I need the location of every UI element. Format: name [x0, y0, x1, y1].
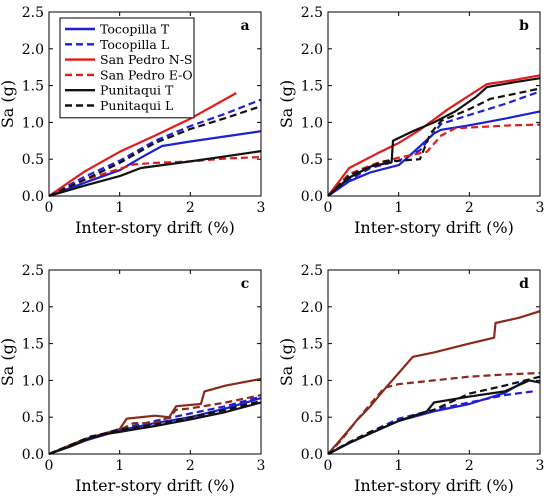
series-line-5: [327, 375, 541, 455]
y-tick-label: 2.0: [22, 300, 44, 316]
series-line-2: [48, 92, 237, 197]
y-axis-label: Sa (g): [277, 338, 296, 386]
panel-label: b: [519, 18, 529, 34]
panel-c: 0 1 2 3 0.0 0.5 1.0 1.5 2.0 2.5 Inter-story drift …: [0, 263, 265, 495]
y-tick-label: 2.0: [301, 300, 323, 316]
x-tick-label: 1: [394, 458, 403, 474]
x-tick-label: 2: [186, 200, 195, 216]
series-line-0: [48, 130, 262, 198]
y-axis-label: Sa (g): [0, 338, 17, 386]
y-tick-label: 0.5: [301, 152, 323, 168]
x-tick-label: 1: [115, 458, 124, 474]
series-line-4: [48, 150, 262, 198]
y-tick-label: 2.5: [22, 263, 44, 279]
y-tick-label: 0.5: [301, 410, 323, 426]
panel-label: a: [240, 18, 249, 34]
series-line-1: [327, 390, 534, 455]
series-line-1: [327, 90, 541, 197]
y-tick-label: 0.5: [22, 410, 44, 426]
y-tick-label: 1.5: [22, 337, 44, 353]
x-tick-label: 3: [257, 200, 266, 216]
x-tick-label: 3: [536, 200, 545, 216]
series-line-3: [327, 123, 541, 197]
y-tick-label: 2.0: [301, 42, 323, 58]
axes-frame: [327, 11, 541, 197]
legend-box: [59, 17, 195, 119]
series-line-4: [327, 77, 541, 197]
y-tick-label: 0.5: [22, 152, 44, 168]
y-tick-label: 1.5: [301, 337, 323, 353]
x-tick-label: 0: [324, 200, 333, 216]
y-tick-label: 0.0: [301, 447, 323, 463]
y-tick-label: 1.0: [301, 115, 323, 131]
panel-label: c: [241, 276, 250, 292]
y-tick-label: 0.0: [22, 447, 44, 463]
y-axis-label: Sa (g): [277, 80, 296, 128]
series-line-5: [48, 399, 262, 456]
y-tick-label: 2.5: [301, 5, 323, 21]
axes-frame: [48, 269, 262, 455]
legend-label: Punitaqui T: [100, 83, 174, 98]
x-tick-label: 3: [257, 458, 266, 474]
y-tick-label: 2.5: [301, 263, 323, 279]
series-line-5: [48, 105, 262, 197]
panel-d: 0 1 2 3 0.0 0.5 1.0 1.5 2.0 2.5 Inter-story drift …: [277, 263, 544, 495]
y-tick-label: 1.0: [301, 373, 323, 389]
y-tick-label: 2.0: [22, 42, 44, 58]
y-tick-label: 2.5: [22, 5, 44, 21]
series-line-3: [327, 371, 541, 455]
y-tick-label: 1.0: [22, 115, 44, 131]
axes-frame: [327, 269, 541, 455]
legend-label: Tocopilla T: [100, 22, 170, 37]
x-axis-label: Inter-story drift (%): [354, 476, 514, 495]
x-tick-label: 0: [45, 458, 54, 474]
legend-label: San Pedro N-S: [100, 52, 193, 67]
series-line-2: [327, 74, 541, 197]
x-tick-label: 2: [465, 458, 474, 474]
y-tick-label: 0.0: [301, 189, 323, 205]
series-line-4: [48, 401, 262, 456]
series-line-0: [327, 379, 527, 455]
panel-label: d: [519, 276, 529, 292]
legend-label: San Pedro E-O: [100, 67, 193, 82]
y-tick-label: 1.5: [301, 79, 323, 95]
x-tick-label: 2: [186, 458, 195, 474]
panel-a: 0 1 2 3 0.0 0.5 1.0 1.5 2.0 2.5 Inter-story drift …: [0, 5, 265, 237]
series-line-5: [327, 87, 541, 197]
x-tick-label: 1: [115, 200, 124, 216]
series-line-0: [327, 110, 541, 197]
x-axis-label: Inter-story drift (%): [75, 476, 235, 495]
legend-label: Punitaqui L: [100, 98, 173, 113]
legend-label: Tocopilla L: [100, 37, 169, 52]
x-axis-label: Inter-story drift (%): [354, 218, 514, 237]
series-line-2: [327, 310, 541, 455]
y-tick-label: 1.0: [22, 373, 44, 389]
y-axis-label: Sa (g): [0, 80, 17, 128]
series-line-3: [48, 155, 262, 197]
axes-frame: [48, 11, 262, 197]
x-tick-label: 0: [45, 200, 54, 216]
x-tick-label: 1: [394, 200, 403, 216]
x-tick-label: 2: [465, 200, 474, 216]
y-tick-label: 0.0: [22, 189, 44, 205]
x-tick-label: 0: [324, 458, 333, 474]
panel-b: 0 1 2 3 0.0 0.5 1.0 1.5 2.0 2.5 Inter-story drift …: [277, 5, 544, 237]
y-tick-label: 1.5: [22, 79, 44, 95]
x-axis-label: Inter-story drift (%): [75, 218, 235, 237]
x-tick-label: 3: [536, 458, 545, 474]
